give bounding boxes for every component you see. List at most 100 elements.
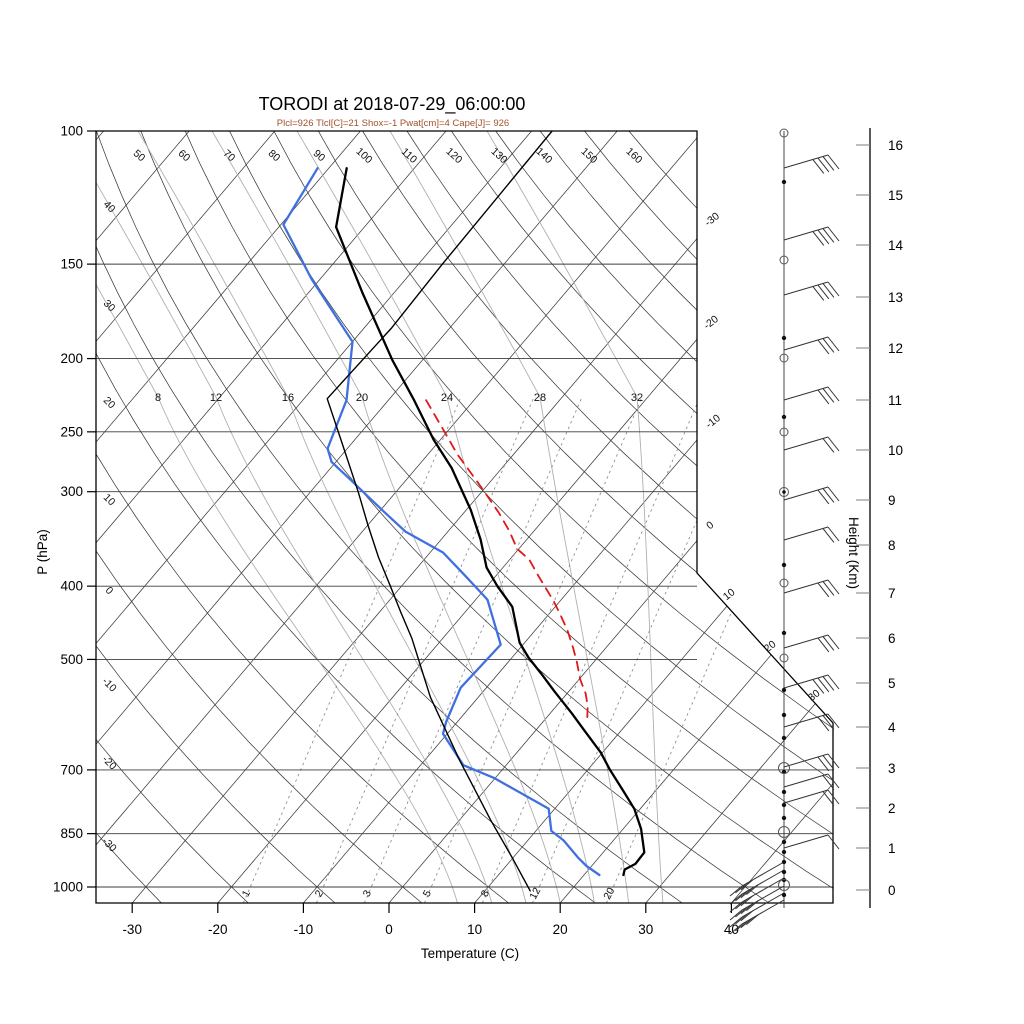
wind-barb-shaft — [783, 773, 829, 788]
wind-barb — [783, 834, 840, 850]
wind-barb-shaft — [783, 281, 829, 296]
std_atmosphere-curve — [326, 131, 553, 892]
wind-barb — [783, 634, 840, 653]
wind-barb-feather — [817, 677, 830, 693]
wind-barb-feather — [740, 887, 754, 899]
wind-level-circle — [779, 353, 789, 363]
dewpoint-curve — [282, 167, 601, 877]
wind-barb — [783, 674, 840, 694]
height-tick-label: 2 — [888, 801, 896, 816]
pressure-tick-label: 850 — [60, 826, 83, 841]
height-tick-label: 3 — [888, 761, 896, 776]
wind-level-circle — [779, 255, 789, 265]
wind-barb — [783, 486, 840, 505]
wind-barb-shaft — [783, 753, 829, 768]
wind-level-dot — [781, 335, 787, 341]
wind-barb-shaft — [783, 789, 829, 804]
wind-barb-feather — [822, 755, 835, 770]
chart-stats-subtitle: Plcl=926 Tlcl[C]=21 Shox=-1 Pwat[cm]=4 C… — [277, 118, 509, 129]
wind-level-dot — [781, 687, 787, 693]
temperature-tick-label: -10 — [294, 922, 314, 937]
wind-barb-feather — [740, 895, 754, 907]
wind-barb-feather — [812, 679, 825, 694]
wind-level-circle — [779, 653, 789, 663]
surface-wind-barb — [729, 899, 785, 935]
temperature-curve — [334, 167, 646, 877]
moist-adiabat-line — [211, 131, 561, 903]
isotherm-line — [96, 131, 276, 903]
height-tick-label: 4 — [888, 720, 896, 735]
isotherm-line — [96, 131, 447, 903]
moist-adiabat-line — [296, 131, 595, 903]
isotherm-line — [131, 131, 789, 903]
wind-barb — [783, 226, 840, 246]
plot-border — [95, 130, 834, 904]
temperature-tick-label: 0 — [385, 922, 393, 937]
temperature-tick-label: 10 — [467, 922, 482, 937]
parcel-curve — [425, 399, 589, 718]
height-tick-label: 14 — [888, 238, 904, 253]
wind-barb-feather — [827, 789, 840, 805]
pressure-tick-label: 300 — [60, 484, 83, 499]
moist-adiabat-label: 8 — [155, 392, 161, 404]
wind-barb-feather — [822, 488, 835, 503]
wind-barb-feather — [740, 903, 754, 915]
wind-barb-feather — [817, 157, 830, 173]
pressure-tick-label: 250 — [60, 424, 83, 439]
height-tick-label: 16 — [888, 138, 903, 153]
height-tick-label: 6 — [888, 631, 896, 646]
wind-barb-feather — [822, 715, 835, 730]
wind-barb-feather — [822, 283, 835, 298]
wind-barb-shaft — [741, 885, 785, 911]
isotherm-line — [645, 131, 833, 903]
height-tick-label: 0 — [888, 883, 896, 898]
mixing-ratio-label: 2 — [313, 888, 326, 899]
moist-adiabat-label: 24 — [441, 392, 453, 404]
wind-barb-feather — [735, 920, 748, 932]
wind-barb-shaft — [783, 436, 829, 451]
dry-adiabat-line — [539, 131, 833, 903]
wind-barb — [783, 154, 840, 174]
moist-adiabat-label: 20 — [356, 392, 368, 404]
wind-level-circle — [779, 128, 789, 138]
surface-wind-barb — [729, 877, 785, 913]
wind-barb-shaft — [783, 336, 829, 351]
wind-barb-feather — [817, 582, 830, 598]
wind-level-dot — [781, 892, 787, 898]
dry-adiabat-line — [96, 131, 683, 903]
wind-barb — [783, 386, 840, 405]
height-axis-label: Height (Km) — [846, 517, 861, 589]
wind-barb — [783, 336, 840, 355]
wind-barb-shaft — [783, 154, 829, 169]
wind-barb-feather — [729, 893, 743, 905]
pressure-tick-label: 150 — [60, 257, 83, 272]
dry-adiabat-line — [96, 131, 770, 903]
mixing-ratio-line — [315, 396, 535, 903]
isotherm-line — [96, 131, 532, 903]
pressure-tick-label: 200 — [60, 351, 83, 366]
wind-barb — [783, 713, 840, 732]
wind-barb-feather — [735, 913, 748, 925]
wind-barb-feather — [827, 579, 840, 595]
wind-barb-feather — [827, 773, 840, 789]
wind-barb-feather — [817, 389, 830, 405]
moist-adiabat-line — [96, 131, 493, 903]
height-tick-label: 8 — [888, 538, 896, 553]
wind-level-circle-large — [778, 826, 790, 838]
mixing-ratio-label: 5 — [421, 888, 434, 899]
wind-barb-feather — [817, 716, 830, 732]
moist-adiabat-label: 12 — [210, 392, 222, 404]
wind-level-dot — [781, 630, 787, 636]
wind-barb-feather — [817, 637, 830, 653]
pressure-tick-label: 1000 — [53, 880, 83, 895]
wind-barb-feather — [729, 901, 743, 913]
moist-adiabat-label: 32 — [631, 392, 643, 404]
wind-barb-shaft — [783, 226, 829, 241]
wind-barb-shaft — [783, 634, 829, 649]
surface-wind-barb — [729, 892, 785, 928]
wind-barb-shaft — [783, 674, 829, 689]
pressure-axis-label: P (hPa) — [35, 529, 50, 575]
